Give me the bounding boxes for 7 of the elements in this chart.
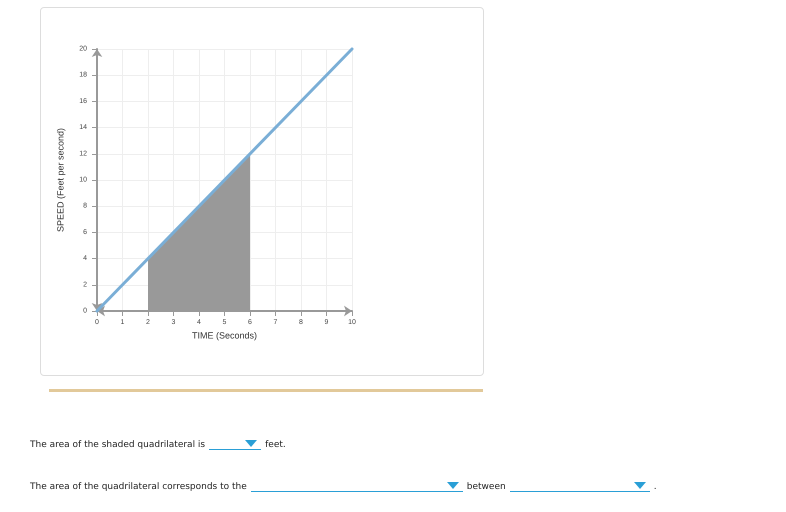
text: The area of the shaded quadrilateral is: [30, 440, 206, 450]
text: The area of the quadrilateral corresponds to the: [30, 482, 247, 492]
y-axis-title: SPEED (Feet per second): [56, 128, 66, 232]
text: between: [466, 482, 506, 492]
text: .: [654, 482, 657, 492]
text: feet.: [265, 440, 286, 450]
x-axis-title: TIME (Seconds): [192, 330, 258, 340]
